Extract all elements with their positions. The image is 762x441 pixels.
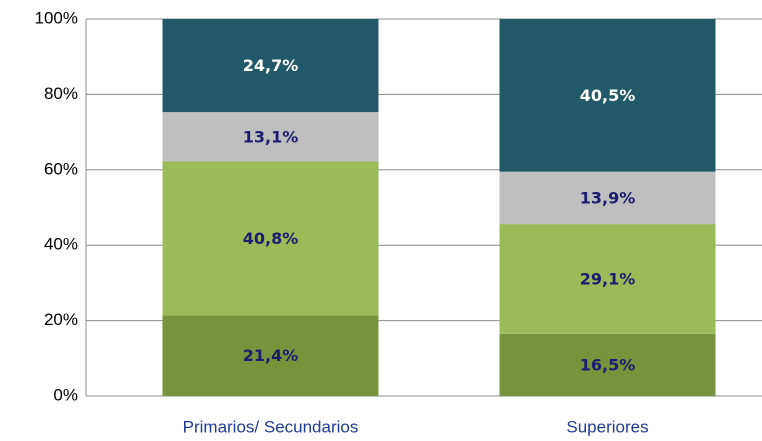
bar-segment xyxy=(499,333,716,396)
data-label: 21,4% xyxy=(243,346,299,365)
y-tick-label: 40% xyxy=(44,235,78,254)
data-label: 16,5% xyxy=(580,355,636,374)
bar-segment xyxy=(162,19,379,113)
data-label: 24,7% xyxy=(243,56,299,75)
bar-segment xyxy=(499,171,716,225)
bar-segment xyxy=(499,19,716,172)
y-tick-label: 20% xyxy=(44,310,78,329)
data-label: 13,9% xyxy=(580,188,636,207)
bar-segment xyxy=(162,112,379,162)
y-tick-label: 0% xyxy=(53,385,78,404)
bar-segment xyxy=(162,315,379,396)
data-label: 40,5% xyxy=(580,86,636,105)
y-tick-label: 100% xyxy=(35,8,78,27)
x-tick-label: Primarios/ Secundarios xyxy=(183,417,359,436)
y-tick-label: 80% xyxy=(44,84,78,103)
data-label: 13,1% xyxy=(243,127,299,146)
y-tick-label: 60% xyxy=(44,159,78,178)
bar-segment xyxy=(499,224,716,334)
bar-segment xyxy=(162,161,379,316)
data-label: 29,1% xyxy=(580,269,636,288)
data-label: 40,8% xyxy=(243,229,299,248)
x-tick-label: Superiores xyxy=(566,417,648,436)
